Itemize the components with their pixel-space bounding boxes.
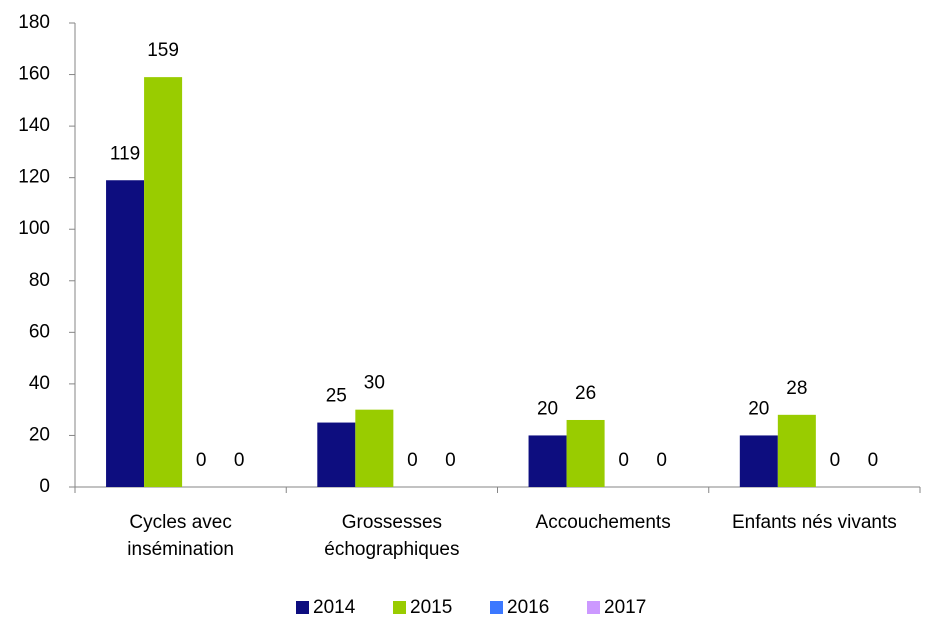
- y-tick-label: 60: [29, 321, 50, 342]
- x-tick-label-line: échographiques: [324, 539, 459, 560]
- x-tick-label: Enfants nés vivants: [732, 512, 897, 533]
- value-label: 0: [445, 450, 456, 471]
- y-tick-label: 160: [18, 64, 50, 85]
- value-label: 0: [656, 450, 667, 471]
- bar: [106, 180, 145, 487]
- value-label: 28: [786, 378, 807, 399]
- value-label: 119: [110, 143, 140, 164]
- value-label: 0: [868, 450, 879, 471]
- x-tick-label-line: Grossesses: [342, 512, 442, 533]
- value-label: 25: [326, 386, 347, 407]
- legend-swatch: [296, 601, 309, 614]
- x-tick-label-line: insémination: [127, 539, 234, 560]
- value-label: 30: [364, 373, 385, 394]
- bar: [566, 419, 605, 487]
- legend-swatch: [490, 601, 503, 614]
- x-tick-label-line: Accouchements: [536, 512, 671, 533]
- value-label: 0: [407, 450, 418, 471]
- y-tick-label: 180: [18, 12, 50, 33]
- value-label: 20: [537, 398, 558, 419]
- value-label: 0: [196, 450, 207, 471]
- value-label: 0: [618, 450, 629, 471]
- bar: [528, 435, 567, 487]
- x-tick-label: Grossesses échographiques: [324, 512, 459, 560]
- x-tick-label: Accouchements: [536, 512, 671, 533]
- value-label: 0: [234, 450, 245, 471]
- y-tick-label: 100: [18, 218, 50, 239]
- legend-swatch: [393, 601, 406, 614]
- bar: [144, 77, 183, 487]
- x-tick-label-line: Cycles avec: [129, 512, 231, 533]
- legend-label: 2015: [410, 597, 452, 618]
- x-tick-label: Cycles avec insémination: [127, 512, 234, 560]
- legend-label: 2017: [604, 597, 646, 618]
- value-label: 20: [748, 398, 769, 419]
- legend-swatch: [587, 601, 600, 614]
- bar: [317, 422, 356, 487]
- bar: [739, 435, 778, 487]
- value-label: 159: [147, 40, 179, 61]
- y-tick-label: 0: [39, 476, 50, 497]
- bar: [355, 409, 394, 487]
- x-tick-label-line: Enfants nés vivants: [732, 512, 897, 533]
- value-label: 26: [575, 383, 596, 404]
- y-tick-label: 40: [29, 373, 50, 394]
- y-tick-label: 120: [18, 167, 50, 188]
- legend-label: 2016: [507, 597, 549, 618]
- legend-label: 2014: [313, 597, 356, 618]
- y-tick-label: 80: [29, 270, 50, 291]
- y-tick-label: 20: [29, 424, 50, 445]
- value-label: 0: [830, 450, 841, 471]
- bar: [777, 414, 816, 487]
- y-tick-label: 140: [18, 115, 50, 136]
